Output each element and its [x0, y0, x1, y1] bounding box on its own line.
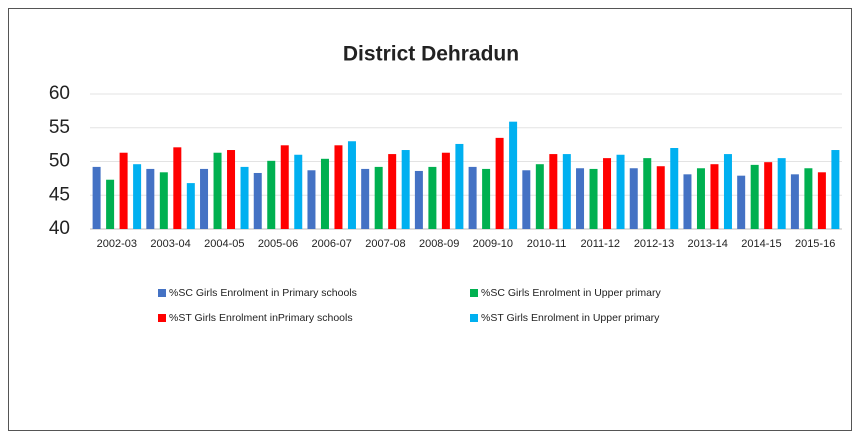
- legend-swatch: [470, 289, 478, 297]
- bar: [347, 141, 356, 229]
- y-tick-label: 60: [49, 83, 70, 104]
- x-tick-label: 2007-08: [365, 238, 405, 250]
- legend-swatch: [158, 289, 166, 297]
- bar: [670, 148, 679, 229]
- bar: [804, 168, 813, 229]
- bar: [428, 166, 437, 229]
- chart-title: District Dehradun: [343, 43, 519, 66]
- bar: [603, 158, 612, 229]
- bar: [119, 152, 128, 229]
- bar: [616, 154, 625, 229]
- bar: [656, 166, 665, 229]
- bar: [388, 154, 397, 229]
- bar: [374, 166, 383, 229]
- x-tick-label: 2004-05: [204, 238, 244, 250]
- x-tick-label: 2010-11: [527, 238, 567, 250]
- bar: [750, 164, 759, 229]
- legend-swatch: [470, 314, 478, 322]
- x-tick-label: 2015-16: [795, 238, 835, 250]
- x-tick-label: 2014-15: [741, 238, 781, 250]
- legend-label: %SC Girls Enrolment in Upper primary: [481, 287, 661, 299]
- bar: [173, 147, 182, 229]
- bar: [764, 162, 773, 229]
- bar: [683, 174, 692, 229]
- bar: [790, 174, 799, 229]
- x-tick-label: 2009-10: [473, 238, 513, 250]
- bar: [186, 183, 195, 229]
- bar: [737, 175, 746, 229]
- bar: [455, 143, 464, 229]
- bar: [468, 166, 477, 229]
- bar: [710, 164, 719, 229]
- bar: [643, 158, 652, 229]
- legend-swatch: [158, 314, 166, 322]
- bar: [509, 121, 518, 229]
- bar: [482, 168, 491, 229]
- bar: [106, 179, 115, 229]
- bar: [817, 172, 826, 229]
- bar: [253, 172, 262, 229]
- x-tick-label: 2012-13: [634, 238, 674, 250]
- bar: [549, 154, 558, 229]
- y-tick-label: 50: [49, 151, 70, 172]
- y-tick-label: 40: [49, 218, 70, 239]
- x-tick-label: 2013-14: [688, 238, 728, 250]
- bar: [562, 154, 571, 229]
- bar: [294, 154, 303, 229]
- bar: [495, 137, 504, 229]
- y-tick-label: 55: [49, 117, 70, 138]
- bar: [576, 168, 585, 229]
- bar: [361, 168, 370, 229]
- bar: [401, 150, 410, 229]
- bar: [723, 154, 732, 229]
- x-tick-label: 2006-07: [312, 238, 352, 250]
- y-tick-label: 45: [49, 184, 70, 205]
- bar: [414, 170, 423, 229]
- bar: [441, 152, 450, 229]
- bar: [522, 170, 531, 229]
- x-tick-label: 2005-06: [258, 238, 298, 250]
- bar: [629, 168, 638, 229]
- bar: [280, 145, 289, 229]
- bar: [334, 145, 343, 229]
- bar: [535, 164, 544, 229]
- x-tick-label: 2002-03: [97, 238, 137, 250]
- bar: [146, 168, 155, 229]
- legend-label: %ST Girls Enrolment inPrimary schools: [169, 312, 353, 324]
- bar: [831, 150, 840, 229]
- bar: [267, 160, 276, 229]
- bar: [200, 168, 209, 229]
- x-tick-label: 2011-12: [581, 238, 621, 250]
- bar: [307, 170, 316, 229]
- bar: [213, 152, 222, 229]
- legend-label: %ST Girls Enrolment in Upper primary: [481, 312, 660, 324]
- bar: [240, 166, 249, 229]
- bar: [133, 164, 142, 229]
- bar: [589, 168, 598, 229]
- bar: [696, 168, 705, 229]
- x-tick-label: 2008-09: [419, 238, 459, 250]
- x-tick-label: 2003-04: [150, 238, 190, 250]
- bar: [92, 166, 101, 229]
- bar: [227, 150, 236, 229]
- bar: [777, 158, 786, 229]
- bar: [320, 158, 329, 229]
- bar: [159, 172, 168, 229]
- legend-label: %SC Girls Enrolment in Primary schools: [169, 287, 357, 299]
